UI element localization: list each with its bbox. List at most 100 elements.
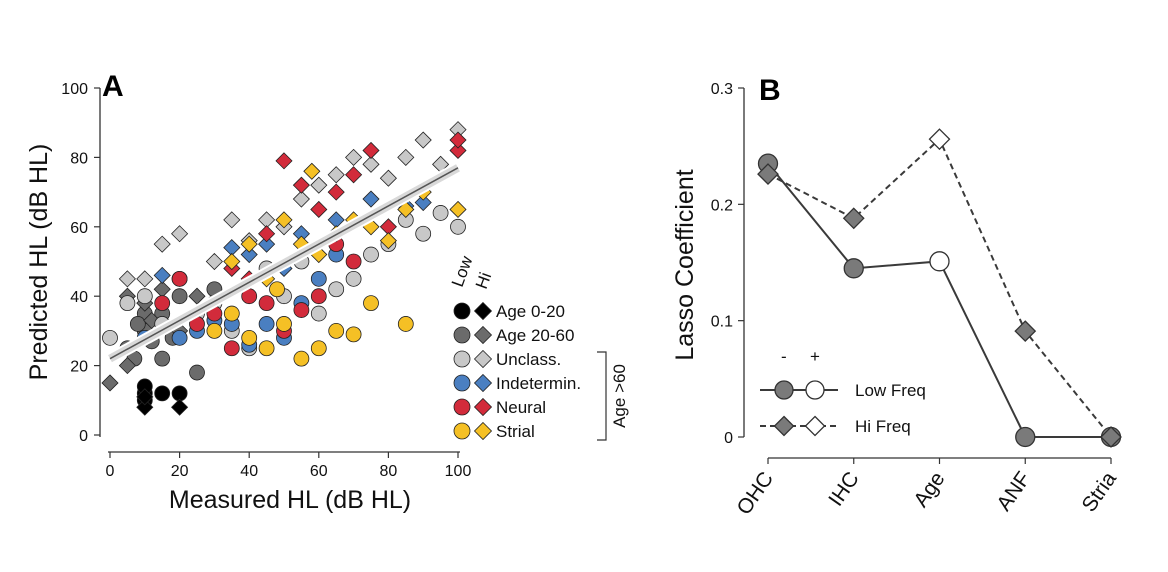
a-point-hi bbox=[327, 166, 345, 184]
a-point-hi bbox=[362, 190, 380, 208]
a-point-low bbox=[363, 246, 379, 263]
legend-label: Neural bbox=[496, 398, 546, 417]
a-y-tick-label: 80 bbox=[70, 150, 88, 167]
a-y-axis-label: Predicted HL (dB HL) bbox=[25, 144, 53, 381]
a-point-low bbox=[293, 350, 310, 367]
a-point-hi bbox=[310, 176, 328, 194]
legend-circle-marker bbox=[453, 302, 471, 320]
a-point-hi bbox=[397, 148, 415, 166]
a-x-tick-label: 0 bbox=[106, 463, 115, 480]
a-x-tick-label: 40 bbox=[240, 463, 258, 480]
a-point-low bbox=[154, 385, 171, 402]
a-point-low bbox=[102, 329, 118, 346]
a-point-hi bbox=[379, 169, 397, 187]
b-category-label: Age bbox=[909, 468, 949, 512]
legend-label: Indetermin. bbox=[496, 374, 581, 393]
a-point-low bbox=[310, 270, 327, 287]
a-x-axis-label: Measured HL (dB HL) bbox=[169, 486, 411, 514]
b-point-hi-freq bbox=[757, 163, 779, 186]
a-point-low bbox=[328, 281, 345, 298]
a-x-tick-label: 80 bbox=[380, 463, 398, 480]
a-point-hi bbox=[240, 245, 258, 264]
a-y-tick-label: 100 bbox=[61, 81, 88, 98]
legend-circle-marker bbox=[453, 374, 471, 392]
a-y-tick-label: 40 bbox=[70, 289, 88, 306]
b-y-tick-label: 0 bbox=[724, 430, 733, 447]
legend-series-name: Hi Freq bbox=[855, 417, 911, 436]
a-point-hi bbox=[136, 388, 154, 406]
a-point-low bbox=[415, 225, 432, 242]
a-y-tick-label: 0 bbox=[79, 428, 88, 445]
a-point-low bbox=[119, 295, 136, 312]
a-point-hi bbox=[240, 235, 258, 253]
legend-circle-marker bbox=[453, 398, 471, 416]
a-fit-line bbox=[107, 162, 461, 364]
a-point-hi bbox=[379, 232, 397, 250]
a-y-ticks: 0 20 40 60 80 100 bbox=[61, 81, 100, 445]
a-point-low bbox=[171, 385, 188, 402]
a-point-low bbox=[241, 329, 258, 346]
a-point-low bbox=[432, 205, 449, 221]
a-point-hi bbox=[136, 270, 154, 288]
b-point-hi-freq bbox=[928, 128, 951, 151]
b-point-hi-freq bbox=[842, 207, 865, 230]
legend-diamond-marker bbox=[473, 301, 493, 321]
a-legend-rows: Age 0-20 Age 20-60 Unclass. Indetermin. Neur… bbox=[453, 301, 581, 441]
a-point-low bbox=[363, 295, 379, 312]
a-point-hi bbox=[449, 200, 467, 219]
a-point-hi bbox=[292, 176, 310, 194]
b-point-hi-freq bbox=[1014, 320, 1037, 343]
a-point-hi bbox=[292, 190, 310, 208]
a-point-hi bbox=[414, 193, 432, 212]
a-point-hi bbox=[327, 183, 345, 201]
legend-label: Strial bbox=[496, 422, 535, 441]
a-point-low bbox=[154, 295, 171, 312]
a-point-hi bbox=[171, 225, 189, 243]
legend-marker-positive bbox=[805, 380, 825, 400]
a-point-low bbox=[397, 316, 414, 332]
a-point-hi bbox=[258, 225, 276, 243]
legend-diamond-marker bbox=[473, 373, 493, 393]
a-point-low bbox=[310, 340, 327, 357]
legend-diamond-marker bbox=[473, 325, 493, 345]
a-point-low bbox=[345, 270, 362, 287]
b-point-low-freq bbox=[1015, 426, 1036, 448]
a-point-hi bbox=[153, 235, 171, 253]
legend-circle-marker bbox=[453, 350, 471, 368]
a-point-low bbox=[293, 302, 310, 318]
b-category-label: IHC bbox=[824, 468, 864, 511]
legend-series-name: Low Freq bbox=[855, 381, 926, 400]
b-x-ticks: OHC IHC Age ANF Stria bbox=[732, 458, 1121, 519]
age-bracket-label: Age >60 bbox=[610, 364, 629, 428]
a-point-low bbox=[154, 350, 171, 367]
b-y-tick-label: 0.1 bbox=[711, 314, 733, 331]
a-point-low bbox=[189, 364, 205, 381]
a-point-low bbox=[136, 288, 153, 305]
legend-label: Age 20-60 bbox=[496, 326, 574, 345]
a-point-low bbox=[171, 270, 188, 287]
a-point-hi bbox=[345, 166, 363, 184]
b-point-hi-freq bbox=[1100, 426, 1122, 448]
a-point-low bbox=[129, 316, 146, 332]
a-point-low bbox=[328, 322, 345, 339]
legend-sign-minus: - bbox=[781, 347, 787, 366]
a-point-low bbox=[223, 305, 240, 322]
a-x-tick-label: 20 bbox=[171, 463, 189, 480]
a-point-low bbox=[258, 316, 275, 332]
a-point-hi bbox=[171, 398, 189, 416]
a-point-hi bbox=[275, 152, 293, 170]
a-point-low bbox=[258, 340, 275, 357]
b-category-label: ANF bbox=[992, 468, 1035, 516]
a-point-low bbox=[276, 316, 292, 332]
panel-a: A 0 20 40 60 80 100 0 20 40 60 80 100 Measured HL … bbox=[25, 70, 629, 514]
legend-marker-negative bbox=[774, 380, 794, 400]
a-point-low bbox=[269, 281, 285, 298]
a-point-hi bbox=[118, 270, 136, 288]
a-x-tick-label: 100 bbox=[445, 463, 472, 480]
a-point-hi bbox=[258, 235, 276, 253]
b-series-lines bbox=[757, 128, 1122, 448]
legend-label: Age 0-20 bbox=[496, 302, 565, 321]
a-point-hi bbox=[449, 131, 467, 149]
